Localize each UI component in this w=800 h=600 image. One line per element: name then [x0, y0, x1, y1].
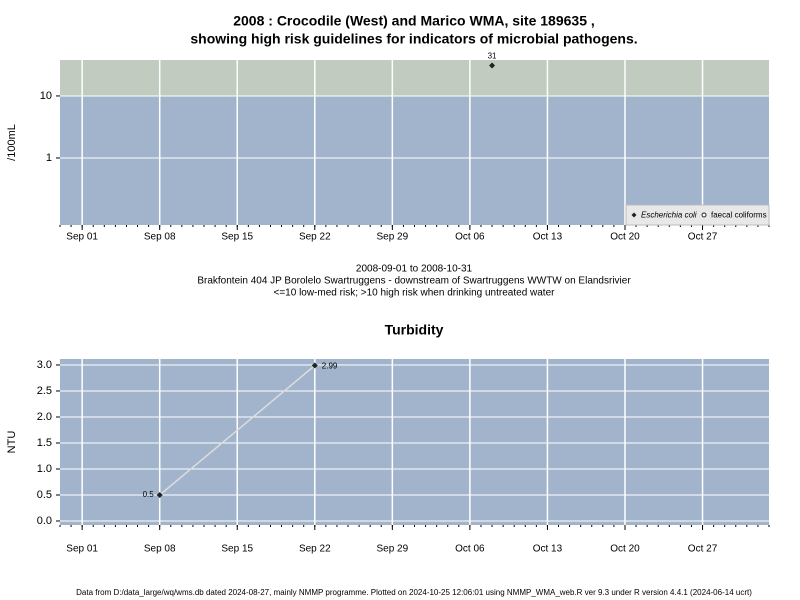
x-tick-label: Oct 27: [688, 232, 718, 243]
y-tick-label: 2.5: [37, 385, 52, 397]
legend-label: Escherichia coli: [641, 211, 697, 220]
chart-note: <=10 low-med risk; >10 high risk when dr…: [274, 288, 556, 299]
legend-label: faecal coliforms: [711, 211, 767, 220]
x-tick-label: Oct 13: [533, 544, 563, 555]
data-label: 2.99: [322, 362, 338, 371]
data-point: [156, 491, 163, 498]
x-tick-label: Oct 06: [455, 232, 485, 243]
chart-title: Turbidity: [385, 322, 444, 338]
y-axis-label: NTU: [6, 431, 18, 454]
plot-background: [60, 359, 769, 525]
x-tick-label: Oct 06: [455, 544, 485, 555]
y-tick-label: 10: [40, 90, 52, 102]
x-tick-label: Sep 15: [221, 544, 253, 555]
x-tick-label: Sep 22: [299, 544, 331, 555]
x-tick-label: Sep 29: [376, 232, 408, 243]
y-tick-label: 0.0: [37, 515, 52, 527]
series-line: [159, 364, 316, 496]
x-tick-label: Oct 27: [688, 544, 718, 555]
x-tick-label: Sep 29: [376, 544, 408, 555]
data-point: [311, 362, 318, 369]
x-tick-label: Sep 01: [66, 232, 98, 243]
legend-box: [625, 204, 770, 226]
y-axis-label: /100mL: [6, 124, 18, 161]
data-point: [489, 62, 496, 69]
x-tick-label: Sep 15: [221, 232, 253, 243]
x-tick-label: Oct 20: [610, 232, 640, 243]
chart-title: 2008 : Crocodile (West) and Marico WMA, …: [233, 13, 595, 29]
x-tick-label: Sep 08: [144, 544, 176, 555]
footer: Data from D:/data_large/wq/wms.db dated …: [76, 588, 752, 597]
chart-note: Brakfontein 404 JP Borolelo Swartruggens…: [197, 276, 631, 287]
legend-marker: [701, 212, 707, 218]
high-risk-band: [60, 60, 769, 96]
chart-title: showing high risk guidelines for indicat…: [190, 31, 637, 47]
data-label: 0.5: [143, 490, 155, 499]
y-tick-label: 1.0: [37, 463, 52, 475]
data-label: 31: [488, 52, 497, 61]
x-tick-label: Sep 08: [144, 232, 176, 243]
y-tick-label: 0.5: [37, 489, 52, 501]
legend-marker: [631, 212, 637, 218]
y-tick-label: 2.0: [37, 411, 52, 423]
chart-note: 2008-09-01 to 2008-10-31: [356, 264, 473, 275]
x-tick-label: Sep 22: [299, 232, 331, 243]
x-tick-label: Oct 13: [533, 232, 563, 243]
x-tick-label: Sep 01: [66, 544, 98, 555]
y-tick-label: 1.5: [37, 437, 52, 449]
y-tick-label: 1: [46, 152, 52, 164]
y-tick-label: 3.0: [37, 359, 52, 371]
x-tick-label: Oct 20: [610, 544, 640, 555]
